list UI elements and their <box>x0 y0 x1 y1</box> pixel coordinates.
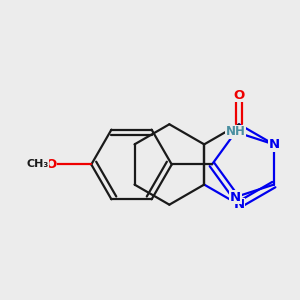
Text: N: N <box>233 198 244 211</box>
Text: N: N <box>230 190 241 203</box>
Text: N: N <box>268 138 279 151</box>
Text: O: O <box>46 158 57 171</box>
Text: NH: NH <box>226 125 245 138</box>
Text: CH₃: CH₃ <box>26 160 48 170</box>
Text: O: O <box>233 89 244 102</box>
